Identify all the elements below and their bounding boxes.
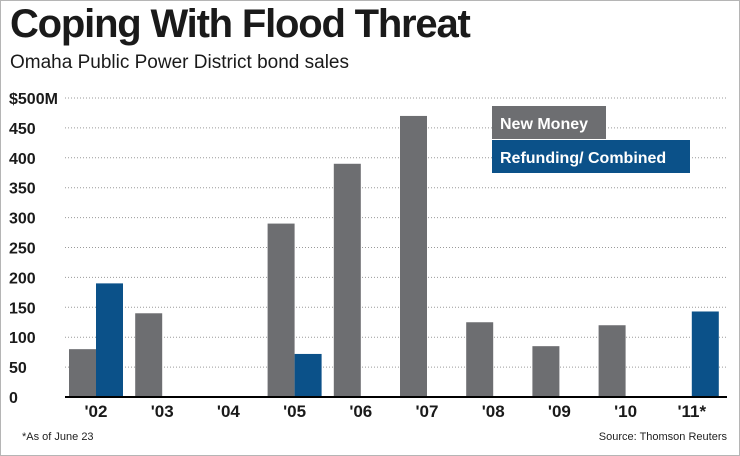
y-tick-label-350: 350 xyxy=(9,181,36,198)
y-tick-label-100: 100 xyxy=(9,330,36,347)
y-tick-label-200: 200 xyxy=(9,270,36,287)
y-tick-label-300: 300 xyxy=(9,211,36,228)
bar-refunding-combined-11 xyxy=(691,311,719,397)
bar-refunding-combined-05 xyxy=(294,353,322,397)
x-tick-label-10: '10 xyxy=(614,402,637,421)
bar-new-money-09 xyxy=(532,346,560,397)
x-tick-label-03: '03 xyxy=(151,402,174,421)
x-tick-label-02: '02 xyxy=(85,402,108,421)
x-tick-label-09: '09 xyxy=(548,402,571,421)
y-tick-label-400: 400 xyxy=(9,151,36,168)
chart-title: Coping With Flood Threat xyxy=(10,2,471,46)
y-tick-label-500: $500M xyxy=(9,91,58,108)
bar-new-money-05 xyxy=(267,223,295,397)
bar-new-money-08 xyxy=(466,322,494,397)
x-tick-label-06: '06 xyxy=(349,402,372,421)
footnote: *As of June 23 xyxy=(22,431,94,443)
bar-refunding-combined-02 xyxy=(96,283,123,397)
y-tick-label-450: 450 xyxy=(9,121,36,138)
y-tick-label-150: 150 xyxy=(9,300,36,317)
legend-swatch-new-money xyxy=(492,106,606,139)
y-tick-label-250: 250 xyxy=(9,241,36,258)
x-tick-label-07: '07 xyxy=(416,402,439,421)
bar-new-money-10 xyxy=(598,325,626,397)
source-credit: Source: Thomson Reuters xyxy=(598,431,727,443)
x-tick-label-04: '04 xyxy=(217,402,240,421)
legend-label-refunding-combined: Refunding/ Combined xyxy=(500,150,666,167)
legend-swatch-refunding-combined xyxy=(492,140,690,173)
x-tick-label-08: '08 xyxy=(482,402,505,421)
y-tick-label-0: 0 xyxy=(9,390,18,407)
bar-new-money-02 xyxy=(69,349,96,397)
bar-new-money-06 xyxy=(333,163,361,397)
x-tick-label-05: '05 xyxy=(283,402,306,421)
chart-subtitle: Omaha Public Power District bond sales xyxy=(10,52,349,73)
bar-new-money-03 xyxy=(135,313,163,397)
bar-new-money-07 xyxy=(400,115,427,397)
y-tick-label-50: 50 xyxy=(9,360,27,377)
x-tick-label-11: '11* xyxy=(677,402,706,421)
legend-label-new-money: New Money xyxy=(500,116,588,133)
